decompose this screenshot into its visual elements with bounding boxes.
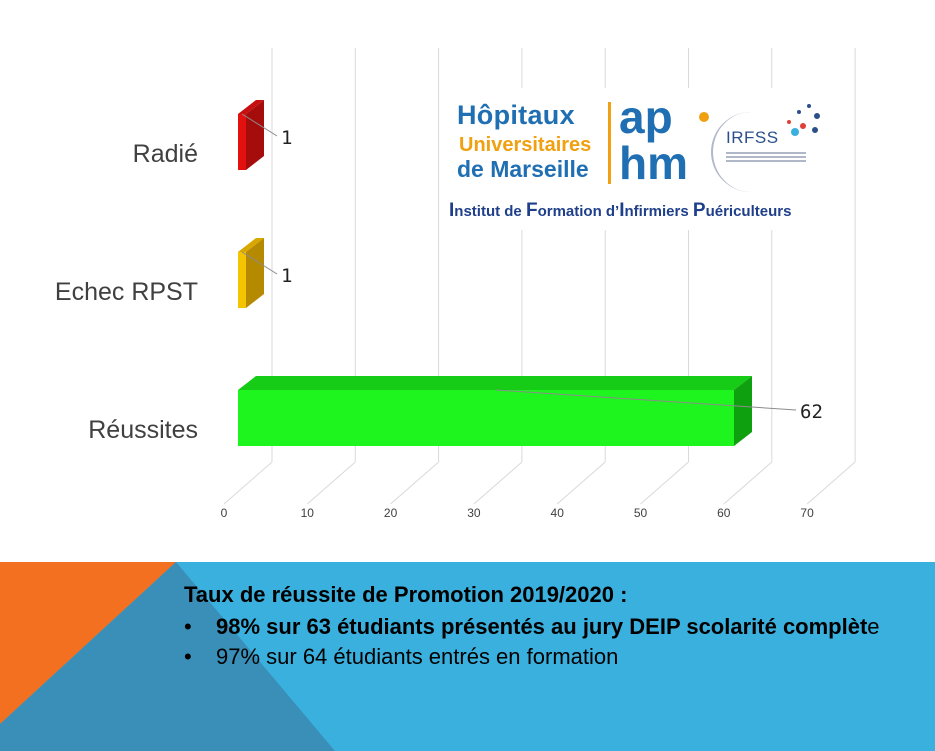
footer-text: Taux de réussite de Promotion 2019/2020 … bbox=[184, 582, 924, 672]
chart-leader-lines bbox=[241, 113, 797, 411]
grid-floor-line bbox=[556, 461, 606, 505]
data-label: 1 bbox=[281, 265, 292, 287]
bar-side bbox=[734, 376, 752, 446]
bar bbox=[238, 114, 246, 170]
bar-top bbox=[238, 238, 264, 252]
grid-floor-line bbox=[390, 461, 439, 505]
bar-top bbox=[238, 376, 752, 390]
logo-irfss-text: IRFSS bbox=[726, 128, 779, 147]
data-label: 1 bbox=[281, 127, 292, 149]
grid-floor-line bbox=[640, 461, 689, 505]
promotion-title: Taux de réussite de Promotion 2019/2020 … bbox=[184, 582, 628, 607]
data-label: 62 bbox=[800, 401, 823, 423]
result-item-2: • 97% sur 64 étudiants entrés en formati… bbox=[184, 642, 924, 672]
x-tick-label: 60 bbox=[717, 506, 731, 520]
logo-institut-cap: I bbox=[449, 200, 455, 221]
bar bbox=[238, 252, 246, 308]
logo-hm-text: hm bbox=[619, 137, 688, 189]
logo-dot-icon bbox=[699, 112, 709, 122]
logo-institut-word: nstitut de bbox=[454, 203, 526, 220]
result-item-2-text: 97% sur 64 étudiants entrés en formation bbox=[216, 644, 619, 669]
bar-side bbox=[246, 238, 264, 308]
aphm-ifip-logo: Hôpitaux Universitaires de Marseille ap … bbox=[441, 88, 851, 230]
x-tick-label: 30 bbox=[467, 506, 481, 520]
result-item-1-bold: 98% sur 63 étudiants présentés au jury D… bbox=[216, 614, 868, 639]
logo-institut-word: uériculteurs bbox=[705, 203, 792, 220]
bar-side bbox=[246, 100, 264, 170]
x-tick-label: 0 bbox=[221, 506, 228, 520]
data-label-leader bbox=[241, 251, 278, 275]
x-tick-label: 20 bbox=[384, 506, 398, 520]
data-label-leader bbox=[495, 389, 797, 411]
logo-universitaires-text: Universitaires bbox=[459, 134, 592, 156]
chart-bars bbox=[238, 100, 752, 446]
logo-separator bbox=[608, 102, 611, 184]
data-label-leader bbox=[241, 113, 278, 137]
x-tick-label: 70 bbox=[800, 506, 814, 520]
irfss-subtitle-lines bbox=[726, 150, 806, 166]
grid-floor-line bbox=[806, 461, 856, 505]
category-label: Radié bbox=[133, 140, 198, 168]
grid-floor-line bbox=[473, 461, 523, 505]
grid-floor-line bbox=[306, 461, 356, 505]
grid-floor-line bbox=[223, 461, 273, 505]
result-item-1-tail: e bbox=[867, 614, 880, 639]
logo-institut-cap: I bbox=[619, 200, 625, 221]
x-tick-label: 10 bbox=[301, 506, 315, 520]
logo-institut-cap: F bbox=[525, 200, 538, 221]
x-tick-label: 40 bbox=[551, 506, 565, 520]
bar-top bbox=[238, 100, 264, 114]
logo-hopitaux-text: Hôpitaux bbox=[457, 100, 575, 130]
bullet-icon: • bbox=[184, 644, 192, 669]
logo-institut-word: ormation d’ bbox=[537, 203, 620, 220]
logo-institut-cap: P bbox=[692, 200, 706, 221]
grid-floor-line bbox=[723, 461, 773, 505]
logo-institut-text: Institut de Formation d’Infirmiers Puéri… bbox=[449, 200, 791, 222]
logo-marseille-text: de Marseille bbox=[457, 156, 589, 182]
category-label: Echec RPST bbox=[55, 278, 198, 306]
chart-labels: 0 10 20 30 40 50 60 70 Radié 1 Echec RPST 1 Réussite… bbox=[55, 127, 823, 520]
category-label: Réussites bbox=[88, 416, 198, 444]
logo-ap-text: ap bbox=[619, 91, 673, 143]
bar-chart: 0 10 20 30 40 50 60 70 Radié 1 Echec RPST 1 Réussite… bbox=[55, 48, 856, 520]
bullet-icon: • bbox=[184, 614, 192, 639]
x-tick-label: 50 bbox=[634, 506, 648, 520]
result-item-1: • 98% sur 63 étudiants présentés au jury… bbox=[184, 612, 924, 642]
logo-institut-word: nfirmiers bbox=[624, 203, 693, 220]
bar bbox=[238, 390, 734, 446]
irfss-dots-icon bbox=[787, 104, 820, 136]
irfss-arc-icon bbox=[711, 112, 791, 192]
footer-banner: Taux de réussite de Promotion 2019/2020 … bbox=[0, 562, 935, 751]
footer-background bbox=[0, 562, 935, 751]
